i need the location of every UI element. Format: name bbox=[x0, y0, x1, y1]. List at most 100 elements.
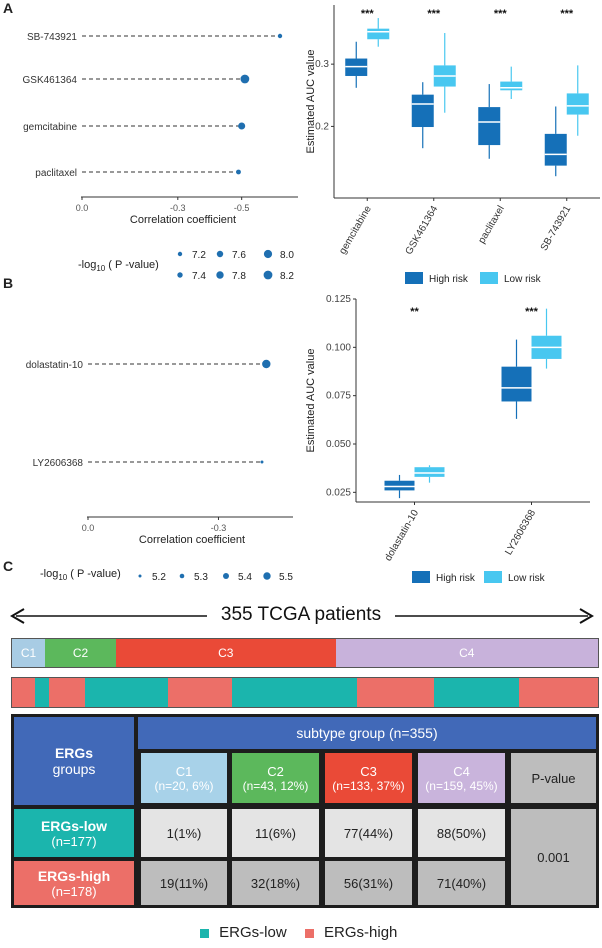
lollipop-chart-b: dolastatin-10 LY2606368 0.0 -0.3Correlation… bbox=[26, 359, 293, 583]
legend-label: High risk bbox=[429, 274, 469, 285]
box-body bbox=[544, 133, 567, 166]
ergs-groups-subtitle: groups bbox=[52, 761, 96, 777]
significance-label: *** bbox=[525, 306, 539, 318]
category-label: SB-743921 bbox=[27, 32, 77, 43]
legend-label: Low risk bbox=[508, 573, 546, 584]
box-body bbox=[566, 93, 589, 115]
risk-strip-segment bbox=[231, 678, 358, 707]
row-name: ERGs-high bbox=[37, 867, 111, 884]
y-tick-label: 0.075 bbox=[326, 391, 351, 402]
column-count: (n=20, 6%) bbox=[154, 778, 214, 793]
cluster-segment-c4: C4 bbox=[335, 639, 598, 667]
ergs-low-swatch bbox=[200, 928, 209, 938]
risk-strip-segment bbox=[518, 678, 598, 707]
panel-label-a: A bbox=[3, 0, 14, 16]
x-axis-title: Correlation coefficient bbox=[139, 534, 245, 546]
lollipop-dot bbox=[236, 169, 241, 175]
x-tick-label: LY2606368 bbox=[503, 508, 538, 558]
panel-label-c: C bbox=[3, 558, 14, 574]
legend-label: High risk bbox=[436, 573, 476, 584]
risk-strip-segment bbox=[35, 678, 49, 707]
legend-swatch bbox=[484, 571, 502, 583]
size-legend-dot bbox=[263, 270, 273, 280]
risk-strip-segment bbox=[85, 678, 169, 707]
size-legend-label: 5.3 bbox=[194, 572, 208, 583]
x-tick-label: dolastatin-10 bbox=[383, 508, 421, 563]
table-cell: 19(11%) bbox=[141, 861, 227, 905]
category-label: gemcitabine bbox=[23, 122, 77, 133]
significance-label: *** bbox=[427, 8, 441, 20]
size-legend-dot bbox=[263, 249, 273, 259]
y-tick-label: 0.125 bbox=[326, 294, 351, 305]
row-header-ergs-low: ERGs-low (n=177) bbox=[14, 809, 134, 857]
cohort-label: 355 TCGA patients bbox=[220, 604, 382, 625]
risk-strip-segment bbox=[168, 678, 232, 707]
table-cell: 32(18%) bbox=[232, 861, 319, 905]
row-count: (n=177) bbox=[51, 833, 97, 849]
cluster-segment-c3: C3 bbox=[115, 639, 336, 667]
size-legend-dot bbox=[177, 272, 183, 278]
x-tick-label: SB-743921 bbox=[539, 204, 574, 253]
column-name: C2 bbox=[267, 763, 284, 779]
size-legend-label: 7.8 bbox=[232, 271, 246, 282]
cluster-segment-c1: C1 bbox=[12, 639, 45, 667]
x-tick-label: GSK461364 bbox=[404, 204, 441, 257]
box-body bbox=[478, 107, 501, 146]
ergs-groups-header: ERGs groups bbox=[14, 717, 134, 805]
x-tick-label: 0.0 bbox=[82, 523, 95, 533]
category-label: paclitaxel bbox=[35, 168, 77, 179]
column-header-c2: C2 (n=43, 12%) bbox=[232, 753, 319, 803]
category-label: dolastatin-10 bbox=[26, 360, 84, 371]
x-tick-label: -0.3 bbox=[170, 203, 186, 213]
box-body bbox=[501, 366, 532, 402]
table-cell: 56(31%) bbox=[325, 861, 412, 905]
table-cell: 11(6%) bbox=[232, 809, 319, 857]
risk-strip-segment bbox=[434, 678, 519, 707]
lollipop-dot bbox=[238, 122, 246, 130]
y-tick-label: 0.050 bbox=[326, 439, 351, 450]
category-label: LY2606368 bbox=[33, 458, 84, 469]
x-tick-label: 0.0 bbox=[76, 203, 89, 213]
size-legend-dot bbox=[216, 250, 224, 258]
table-cell: 77(44%) bbox=[325, 809, 412, 857]
column-header-c4: C4 (n=159, 45%) bbox=[418, 753, 505, 803]
lollipop-dot bbox=[262, 359, 271, 369]
subtype-group-header: subtype group (n=355) bbox=[138, 717, 596, 749]
size-legend-dot bbox=[179, 573, 185, 579]
ergs-legend: ERGs-low ERGs-high bbox=[200, 924, 397, 941]
significance-label: *** bbox=[361, 8, 375, 20]
table-cell: 1(1%) bbox=[141, 809, 227, 857]
legend-swatch bbox=[480, 272, 498, 284]
column-count: (n=159, 45%) bbox=[425, 778, 498, 793]
box-body bbox=[411, 94, 434, 128]
risk-strip bbox=[11, 677, 599, 708]
column-header-c3: C3 (n=133, 37%) bbox=[325, 753, 412, 803]
boxplot-chart-b: 0.025 0.050 0.075 0.100 0.125 Estimated AUC v… bbox=[305, 294, 590, 584]
column-count: (n=133, 37%) bbox=[332, 778, 405, 793]
lollipop-dot bbox=[240, 74, 250, 84]
size-legend-label: 7.6 bbox=[232, 250, 246, 261]
risk-strip-segment bbox=[357, 678, 435, 707]
y-tick-label: 0.3 bbox=[315, 59, 329, 70]
legend-swatch bbox=[412, 571, 430, 583]
size-legend-label: 7.4 bbox=[192, 271, 206, 282]
risk-strip-segment bbox=[48, 678, 86, 707]
y-tick-label: 0.100 bbox=[326, 342, 351, 353]
table-cell: 71(40%) bbox=[418, 861, 505, 905]
size-legend-dot bbox=[263, 572, 271, 580]
ergs-high-swatch bbox=[304, 928, 314, 938]
x-axis-title: Correlation coefficient bbox=[130, 214, 236, 226]
legend-swatch bbox=[405, 272, 423, 284]
lollipop-dot bbox=[260, 460, 264, 464]
cluster-segment-c2: C2 bbox=[45, 639, 116, 667]
size-legend-dot bbox=[223, 573, 229, 579]
size-legend-label: 5.2 bbox=[152, 572, 166, 583]
pvalue-cell: 0.001 bbox=[511, 809, 596, 905]
ergs-low-legend-label: ERGs-low bbox=[219, 924, 287, 941]
box-body bbox=[414, 467, 445, 477]
pvalue-header: P-value bbox=[511, 753, 596, 803]
significance-label: *** bbox=[494, 8, 508, 20]
size-legend-dot bbox=[177, 251, 183, 257]
size-legend-title: -log10 ( P -value) bbox=[78, 259, 159, 273]
